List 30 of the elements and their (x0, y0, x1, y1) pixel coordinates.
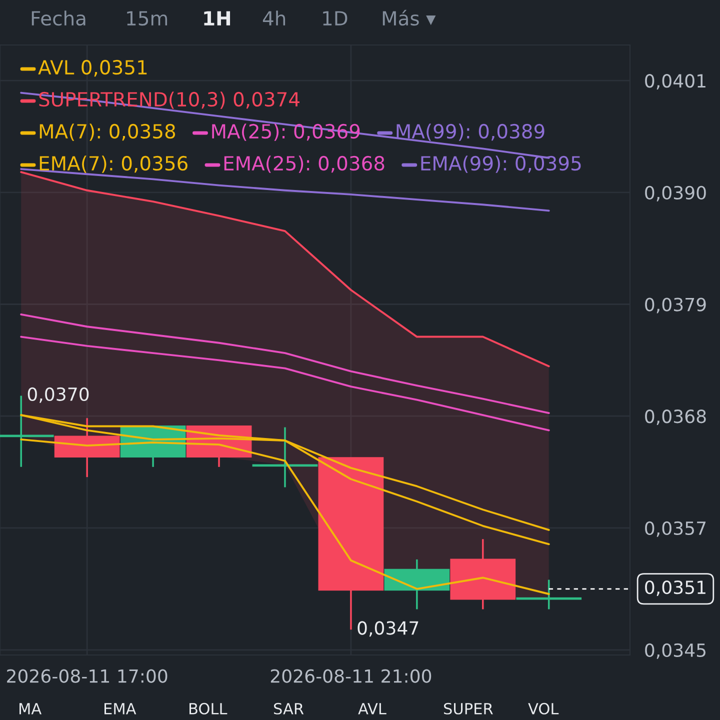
y-tick-label: 0,0379 (645, 298, 706, 314)
legend-label: EMA(25): 0,0368 (224, 156, 384, 173)
text: Fecha (32, 10, 86, 26)
y-tick-label: 0,0390 (645, 186, 706, 202)
annotation: 0,0347 (358, 621, 418, 637)
y-tick-label: 0,0357 (645, 521, 706, 537)
x-tick-label: 2026-08-11 17:00 (7, 669, 168, 683)
x-tick-label: 2026-08-11 21:00 (270, 669, 432, 683)
text: BOLL (190, 702, 228, 714)
text: 4h (262, 10, 286, 26)
text: EMA (104, 703, 136, 714)
text: 1H (204, 11, 230, 26)
legend-label: AVL 0,0351 (38, 60, 147, 77)
text: 15m (127, 11, 168, 26)
y-tick-label: 0,0345 (645, 643, 706, 659)
y-tick-label: 0,0401 (645, 74, 706, 90)
legend-label: MA(7): 0,0358 (40, 124, 176, 141)
text: SAR (274, 702, 304, 714)
text: VOL (528, 702, 559, 714)
legend-label: EMA(7): 0,0356 (40, 156, 188, 173)
y-tick-label: 0,0368 (645, 410, 706, 426)
text: MA (20, 703, 42, 714)
legend-label: EMA(99): 0,0395 (421, 156, 581, 173)
text: 1D (323, 11, 348, 26)
annotation: 0,0370 (28, 387, 89, 403)
text: SUPER (444, 702, 493, 714)
text: AVL (358, 703, 386, 714)
legend-label: MA(99): 0,0389 (396, 124, 544, 141)
ref-line-label: 0,0351 (645, 580, 706, 596)
text: Más ▾ (382, 10, 436, 26)
